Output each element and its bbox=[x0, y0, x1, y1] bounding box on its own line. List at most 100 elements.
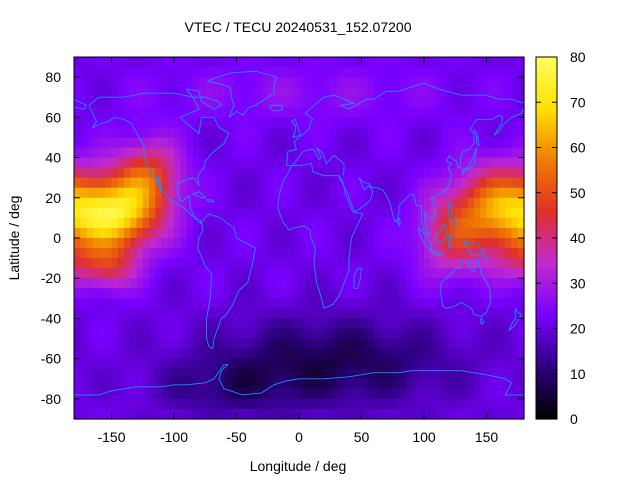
heatmap-cell bbox=[443, 67, 450, 78]
heatmap-cell bbox=[230, 329, 237, 340]
heatmap-cell bbox=[224, 178, 231, 189]
heatmap-cell bbox=[243, 188, 250, 199]
heatmap-cell bbox=[312, 399, 319, 410]
heatmap-cell bbox=[224, 117, 231, 128]
heatmap-cell bbox=[237, 57, 244, 68]
heatmap-cell bbox=[374, 268, 381, 279]
heatmap-cell bbox=[124, 369, 131, 380]
heatmap-cell bbox=[343, 198, 350, 209]
heatmap-cell bbox=[193, 57, 200, 68]
heatmap-cell bbox=[305, 248, 312, 259]
heatmap-cell bbox=[293, 369, 300, 380]
heatmap-cell bbox=[112, 77, 119, 88]
heatmap-cell bbox=[468, 288, 475, 299]
heatmap-cell bbox=[343, 318, 350, 329]
heatmap-cell bbox=[118, 148, 125, 159]
heatmap-cell bbox=[499, 379, 506, 390]
heatmap-cell bbox=[412, 148, 419, 159]
heatmap-cell bbox=[430, 359, 437, 370]
heatmap-cell bbox=[168, 268, 175, 279]
heatmap-cell bbox=[268, 329, 275, 340]
heatmap-cell bbox=[255, 168, 262, 179]
heatmap-cell bbox=[118, 57, 125, 68]
heatmap-cell bbox=[393, 57, 400, 68]
heatmap-cell bbox=[512, 298, 519, 309]
heatmap-cell bbox=[99, 308, 106, 319]
heatmap-cell bbox=[499, 188, 506, 199]
heatmap-cell bbox=[155, 97, 162, 108]
heatmap-cell bbox=[274, 359, 281, 370]
heatmap-cell bbox=[162, 308, 169, 319]
heatmap-cell bbox=[105, 379, 112, 390]
heatmap-cell bbox=[499, 399, 506, 410]
heatmap-cell bbox=[124, 137, 131, 148]
heatmap-cell bbox=[368, 339, 375, 350]
heatmap-cell bbox=[362, 339, 369, 350]
heatmap-cell bbox=[199, 339, 206, 350]
heatmap-cell bbox=[355, 148, 362, 159]
chart-title: VTEC / TECU 20240531_152.07200 bbox=[184, 19, 411, 35]
heatmap-cell bbox=[487, 339, 494, 350]
heatmap-cell bbox=[87, 248, 94, 259]
heatmap-cell bbox=[349, 339, 356, 350]
heatmap-cell bbox=[443, 127, 450, 138]
heatmap-cell bbox=[512, 148, 519, 159]
heatmap-cell bbox=[237, 409, 244, 420]
heatmap-cell bbox=[255, 178, 262, 189]
heatmap-cell bbox=[299, 198, 306, 209]
heatmap-cell bbox=[143, 208, 150, 219]
heatmap-cell bbox=[199, 208, 206, 219]
heatmap-cell bbox=[99, 359, 106, 370]
heatmap-cell bbox=[137, 77, 144, 88]
heatmap-cell bbox=[299, 399, 306, 410]
heatmap-cell bbox=[349, 158, 356, 169]
heatmap-cell bbox=[193, 359, 200, 370]
heatmap-cell bbox=[112, 298, 119, 309]
heatmap-cell bbox=[405, 57, 412, 68]
heatmap-cell bbox=[180, 298, 187, 309]
heatmap-cell bbox=[512, 77, 519, 88]
heatmap-cell bbox=[493, 248, 500, 259]
heatmap-cell bbox=[262, 409, 269, 420]
heatmap-cell bbox=[324, 148, 331, 159]
heatmap-cell bbox=[99, 318, 106, 329]
heatmap-cell bbox=[374, 57, 381, 68]
heatmap-cell bbox=[455, 87, 462, 98]
heatmap-cell bbox=[99, 127, 106, 138]
heatmap-cell bbox=[412, 208, 419, 219]
heatmap-cell bbox=[162, 288, 169, 299]
heatmap-cell bbox=[318, 308, 325, 319]
heatmap-cell bbox=[299, 67, 306, 78]
heatmap-cell bbox=[168, 369, 175, 380]
heatmap-cell bbox=[112, 158, 119, 169]
heatmap-cell bbox=[130, 238, 137, 249]
heatmap-cell bbox=[93, 77, 100, 88]
heatmap-cell bbox=[374, 188, 381, 199]
heatmap-cell bbox=[137, 379, 144, 390]
heatmap-cell bbox=[487, 148, 494, 159]
heatmap-cell bbox=[199, 238, 206, 249]
heatmap-cell bbox=[118, 188, 125, 199]
heatmap-cell bbox=[80, 349, 87, 360]
heatmap-cell bbox=[218, 329, 225, 340]
heatmap-cell bbox=[399, 97, 406, 108]
heatmap-cell bbox=[399, 318, 406, 329]
heatmap-cell bbox=[149, 349, 156, 360]
heatmap-cell bbox=[499, 77, 506, 88]
heatmap-cell bbox=[130, 137, 137, 148]
heatmap-cell bbox=[493, 148, 500, 159]
heatmap-cell bbox=[355, 369, 362, 380]
heatmap-cell bbox=[474, 218, 481, 229]
heatmap-cell bbox=[87, 218, 94, 229]
heatmap-cell bbox=[180, 288, 187, 299]
heatmap-cell bbox=[237, 168, 244, 179]
heatmap-cell bbox=[224, 318, 231, 329]
heatmap-cell bbox=[387, 339, 394, 350]
heatmap-cell bbox=[230, 379, 237, 390]
heatmap-cell bbox=[368, 268, 375, 279]
heatmap-cell bbox=[380, 77, 387, 88]
heatmap-cell bbox=[168, 278, 175, 289]
heatmap-cell bbox=[505, 127, 512, 138]
heatmap-cell bbox=[287, 97, 294, 108]
heatmap-cell bbox=[330, 188, 337, 199]
